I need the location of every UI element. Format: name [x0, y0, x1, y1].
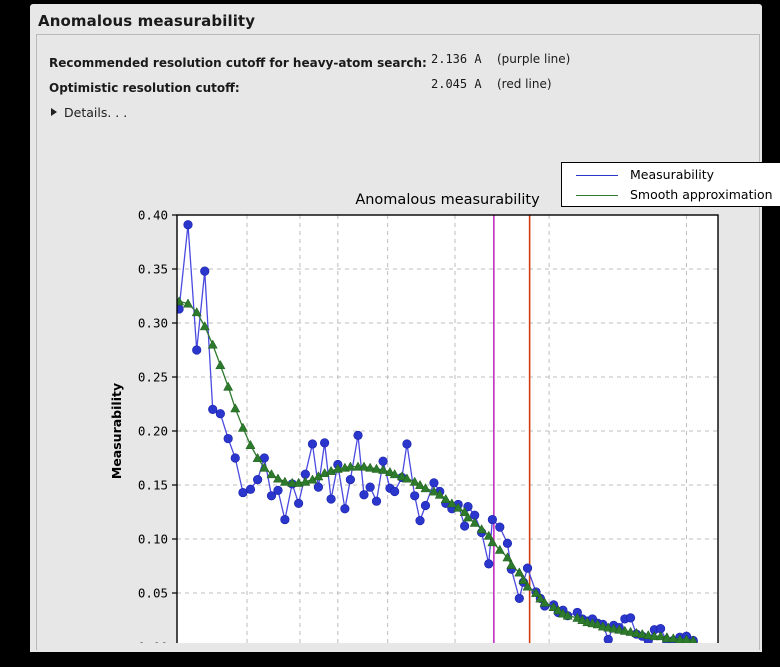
svg-text:Measurability: Measurability — [109, 383, 124, 479]
info-value: 2.136 A — [431, 52, 482, 66]
svg-text:0.10: 0.10 — [138, 532, 168, 547]
svg-text:0.25: 0.25 — [138, 370, 168, 385]
info-note: (red line) — [497, 77, 552, 91]
details-disclosure-button[interactable]: Details. . . — [51, 105, 127, 120]
details-label: Details. . . — [64, 105, 128, 120]
chart-legend: Measurability Smooth approximation — [561, 162, 780, 207]
svg-text:0.05: 0.05 — [138, 586, 168, 601]
info-value: 2.045 A — [431, 77, 482, 91]
legend-item-measurability: Measurability — [562, 165, 780, 186]
svg-text:0.40: 0.40 — [138, 208, 168, 223]
info-row-recommended-cutoff: Recommended resolution cutoff for heavy-… — [49, 52, 570, 70]
info-note: (purple line) — [497, 52, 571, 66]
svg-text:0.20: 0.20 — [138, 424, 168, 439]
svg-text:0.35: 0.35 — [138, 262, 168, 277]
info-label: Optimistic resolution cutoff: — [49, 81, 240, 95]
svg-text:Anomalous measurability: Anomalous measurability — [355, 192, 540, 208]
chevron-right-icon — [51, 108, 57, 116]
legend-color-swatch — [576, 195, 618, 196]
result-panel: Anomalous measurability Recommended reso… — [30, 4, 780, 652]
info-row-optimistic-cutoff: Optimistic resolution cutoff: 2.045 A (r… — [49, 77, 552, 95]
svg-text:0.15: 0.15 — [138, 478, 168, 493]
info-label: Recommended resolution cutoff for heavy-… — [49, 56, 427, 70]
svg-text:0.30: 0.30 — [138, 316, 168, 331]
legend-item-label: Measurability — [630, 167, 715, 182]
svg-text:0.00: 0.00 — [138, 640, 168, 644]
chart-container: 0.000.050.100.150.200.250.300.350.403.53… — [49, 131, 780, 643]
panel-body: Recommended resolution cutoff for heavy-… — [36, 34, 780, 650]
legend-item-label: Smooth approximation — [630, 187, 773, 202]
anomalous-measurability-chart: 0.000.050.100.150.200.250.300.350.403.53… — [49, 131, 749, 643]
page-title: Anomalous measurability — [38, 12, 256, 30]
legend-color-swatch — [576, 175, 618, 176]
legend-item-smooth-approximation: Smooth approximation — [562, 185, 780, 206]
